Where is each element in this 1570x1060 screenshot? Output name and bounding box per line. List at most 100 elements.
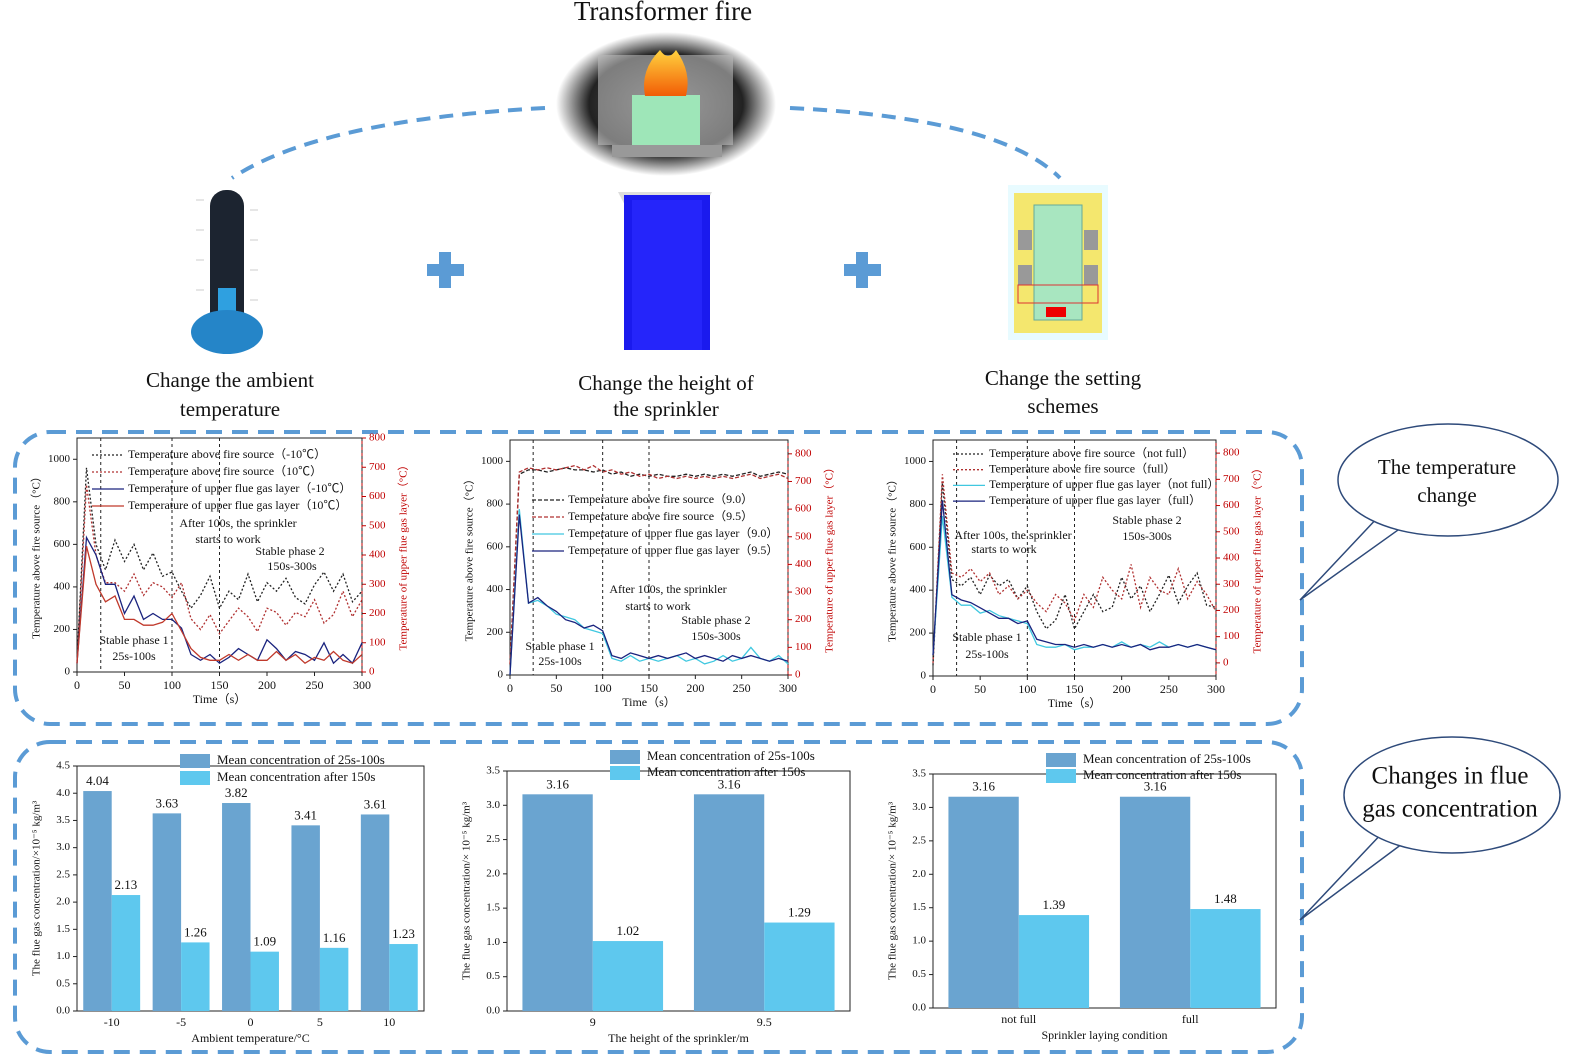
- x-tick-label: 150: [211, 678, 229, 692]
- x-axis-label: Time（s）: [193, 692, 247, 706]
- x-axis-label: The height of the sprinkler/m: [608, 1031, 749, 1045]
- legend-swatch: [1046, 753, 1076, 767]
- bar: [1190, 909, 1261, 1008]
- x-tick-label: 200: [258, 678, 276, 692]
- y-axis-label: Temperature above fire source（°C）: [30, 471, 43, 639]
- value-label: 1.29: [788, 905, 811, 920]
- panel-label: Change the setting: [985, 366, 1142, 390]
- x-axis-label: Sprinkler laying condition: [1042, 1028, 1168, 1042]
- y-tick-label: 600: [54, 538, 71, 550]
- legend-label: Temperature above fire source（10℃）: [128, 464, 322, 478]
- y2-tick-label: 300: [369, 578, 386, 590]
- y-tick-label: 2.5: [912, 834, 926, 846]
- y2-tick-label: 800: [795, 447, 812, 459]
- annotation: Stable phase 1: [99, 633, 168, 647]
- y2-tick-label: 600: [795, 503, 812, 515]
- y-tick-label: 0: [921, 670, 927, 682]
- value-label: 1.26: [184, 924, 207, 939]
- value-label: 1.16: [323, 930, 346, 945]
- series-line: [76, 467, 363, 662]
- sprinkler-image: [618, 192, 712, 350]
- annotation: starts to work: [971, 542, 1036, 556]
- value-label: 1.09: [253, 934, 276, 949]
- callout-label: The temperature: [1378, 455, 1516, 479]
- callout-label: Changes in flue: [1372, 763, 1529, 790]
- legend-label: Temperature of upper flue gas layer（10℃）: [128, 498, 347, 512]
- legend-swatch: [610, 766, 640, 780]
- x-tick-label: 150: [1066, 682, 1084, 696]
- callout-label: change: [1417, 483, 1476, 507]
- group-box: [13, 430, 1304, 726]
- series-line: [932, 500, 1217, 656]
- legend-label: Temperature of upper flue gas layer（-10℃…: [128, 481, 351, 495]
- y-tick-label: 4.5: [56, 760, 70, 772]
- y2-tick-label: 600: [1223, 499, 1240, 511]
- x-tick-label: 150: [640, 681, 658, 695]
- x-axis-label: Time（s）: [1048, 696, 1102, 710]
- plus-icon: [427, 252, 881, 288]
- annotation: After 100s, the sprinkler: [954, 528, 1071, 542]
- plot-frame: [506, 770, 851, 1012]
- y2-tick-label: 100: [1223, 630, 1240, 642]
- annotation: starts to work: [195, 532, 260, 546]
- panel-label: the sprinkler: [613, 397, 719, 421]
- legend-label: Mean concentration after 150s: [217, 769, 375, 784]
- x-tick-label: 0: [930, 682, 936, 696]
- annotation: Stable phase 1: [525, 639, 594, 653]
- bar: [389, 944, 418, 1011]
- y2-tick-label: 0: [369, 666, 375, 678]
- bar: [291, 825, 320, 1011]
- y-tick-label: 1.0: [486, 936, 500, 948]
- y2-tick-label: 700: [795, 475, 812, 487]
- y-tick-label: 3.0: [486, 799, 500, 811]
- y2-tick-label: 700: [369, 461, 386, 473]
- x-tick-label: 50: [119, 678, 131, 692]
- x-tick-label: 100: [1018, 682, 1036, 696]
- series-line: [76, 546, 363, 665]
- series-line: [509, 514, 789, 676]
- y-tick-label: 1.5: [56, 923, 70, 935]
- x-axis-label: Time（s）: [622, 695, 676, 709]
- bar: [1119, 796, 1191, 1008]
- x-axis-label: Ambient temperature/°C: [191, 1031, 309, 1045]
- y2-tick-label: 300: [795, 586, 812, 598]
- annotation: Stable phase 2: [681, 613, 750, 627]
- y2-tick-label: 400: [369, 549, 386, 561]
- series-line: [76, 484, 363, 664]
- legend-label: Temperature of upper flue gas layer（not …: [989, 477, 1219, 491]
- y2-tick-label: 600: [369, 490, 386, 502]
- y2-tick-label: 0: [1223, 656, 1229, 668]
- annotation: starts to work: [625, 599, 690, 613]
- legend-swatch: [180, 754, 210, 768]
- annotation: 25s-100s: [112, 649, 156, 663]
- x-tick-label: -10: [104, 1015, 120, 1029]
- bar: [522, 794, 593, 1011]
- plot-frame: [932, 773, 1277, 1009]
- arrow: [230, 106, 546, 180]
- y2-axis-label: Temperature of upper flue gas layer（°C）: [397, 460, 410, 651]
- y2-tick-label: 200: [369, 607, 386, 619]
- group-box: [13, 740, 1304, 1054]
- x-tick-label: 200: [686, 681, 704, 695]
- legend-label: Mean concentration after 150s: [1083, 767, 1241, 782]
- x-tick-label: 10: [383, 1015, 395, 1029]
- x-tick-label: 300: [353, 678, 371, 692]
- bar: [152, 813, 182, 1011]
- annotation: Stable phase 2: [1112, 513, 1181, 527]
- legend-label: Temperature of upper flue gas layer（9.0）: [568, 526, 778, 540]
- y-tick-label: 0: [65, 666, 71, 678]
- y-tick-label: 1.5: [912, 901, 926, 913]
- value-label: 1.23: [392, 926, 415, 941]
- transformer-image: [556, 32, 776, 176]
- y2-tick-label: 300: [1223, 578, 1240, 590]
- y-tick-label: 1000: [904, 455, 927, 467]
- series-line: [509, 464, 789, 665]
- x-tick-label: 9: [590, 1015, 596, 1029]
- value-label: 3.41: [294, 807, 317, 822]
- y2-tick-label: 800: [369, 432, 386, 444]
- y-tick-label: 800: [910, 498, 927, 510]
- annotation: 150s-300s: [1122, 529, 1172, 543]
- y-axis-label: Temperature above fire source（°C）: [886, 474, 899, 642]
- y2-axis-label: Temperature of upper flue gas layer（°C）: [1251, 463, 1264, 654]
- y2-tick-label: 400: [1223, 552, 1240, 564]
